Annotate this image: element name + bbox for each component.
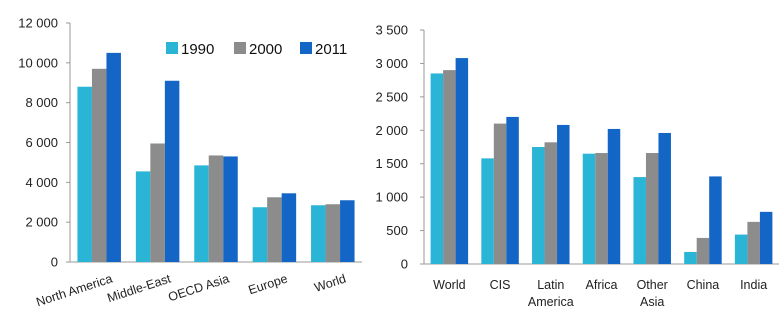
bar-2011 <box>506 116 519 265</box>
x-tick-label: India <box>740 278 767 292</box>
bar-1990 <box>311 205 326 262</box>
x-tick-label: World <box>433 278 465 292</box>
x-tick-label: Asia <box>640 295 664 309</box>
bar-1990 <box>481 158 494 264</box>
bar-2000 <box>696 237 710 264</box>
bar-2000 <box>595 153 608 264</box>
x-tick-label: Middle-East <box>105 271 173 305</box>
legend-label: 1990 <box>181 41 214 58</box>
x-tick-label: Africa <box>586 278 618 292</box>
bar-2011 <box>658 132 671 264</box>
x-tick-label: World <box>313 272 348 295</box>
bar-1990 <box>252 207 268 262</box>
bar-1990 <box>633 177 646 264</box>
x-tick-label: Europe <box>247 272 290 298</box>
bar-1990 <box>582 153 596 264</box>
y-tick-label: 1 000 <box>375 190 408 205</box>
bar-1990 <box>532 147 545 264</box>
chart-left: 0 2 000 4 000 6 000 8 000 10 000 12 000 North A… <box>18 16 362 310</box>
bar-2011 <box>106 52 121 262</box>
bar-2011 <box>223 156 238 262</box>
legend-swatch <box>166 42 178 54</box>
bar-2000 <box>325 204 341 262</box>
bar-2011 <box>164 80 180 262</box>
y-tick-label: 12 000 <box>18 16 58 31</box>
x-tick-label: Latin <box>537 278 564 292</box>
bar-2000 <box>267 197 282 262</box>
bar-1990 <box>430 73 444 264</box>
bar-2000 <box>747 221 760 264</box>
bar-2011 <box>709 176 722 264</box>
y-tick-label: 4 000 <box>25 175 58 190</box>
bar-2000 <box>150 143 165 262</box>
bar-1990 <box>734 234 748 264</box>
bar-2000 <box>493 123 507 264</box>
x-tick-label: North America <box>34 272 114 310</box>
bar-2011 <box>455 58 469 264</box>
y-tick-label: 3 500 <box>375 23 408 38</box>
y-tick-label: 0 <box>51 255 58 270</box>
y-tick-label: 500 <box>386 223 408 238</box>
legend-label: 2000 <box>249 41 282 58</box>
legend-label: 2011 <box>315 41 347 58</box>
y-tick-label: 2 000 <box>375 123 408 138</box>
bar-2011 <box>557 124 570 265</box>
y-tick-label: 2 000 <box>25 215 58 230</box>
x-tick-label: OECD Asia <box>166 272 230 305</box>
bar-1990 <box>77 86 92 262</box>
bar-2011 <box>759 211 773 264</box>
bar-2000 <box>544 142 558 264</box>
x-tick-label: Other <box>637 278 668 292</box>
x-tick-label: CIS <box>490 278 511 292</box>
y-tick-label: 10 000 <box>18 55 58 70</box>
bar-2011 <box>607 128 621 264</box>
y-tick-label: 6 000 <box>25 135 58 150</box>
bar-2011 <box>340 200 355 262</box>
bar-1990 <box>684 251 697 264</box>
bar-2000 <box>208 155 224 262</box>
y-tick-label: 0 <box>401 257 408 272</box>
bar-2000 <box>443 70 456 264</box>
legend-swatch <box>300 42 312 54</box>
bar-2000 <box>645 153 659 264</box>
x-tick-label: China <box>687 278 720 292</box>
y-tick-label: 1 500 <box>375 156 408 171</box>
bar-1990 <box>194 165 209 262</box>
y-tick-label: 2 500 <box>375 89 408 104</box>
bar-1990 <box>135 171 151 262</box>
chart-right: 0 500 1 000 1 500 2 000 2 500 3 000 3 500 World C… <box>375 23 779 309</box>
bar-2000 <box>91 68 107 262</box>
x-tick-label: America <box>528 295 574 309</box>
bar-2011 <box>281 193 297 262</box>
legend-swatch <box>234 42 246 54</box>
y-tick-label: 8 000 <box>25 95 58 110</box>
y-tick-label: 3 000 <box>375 56 408 71</box>
